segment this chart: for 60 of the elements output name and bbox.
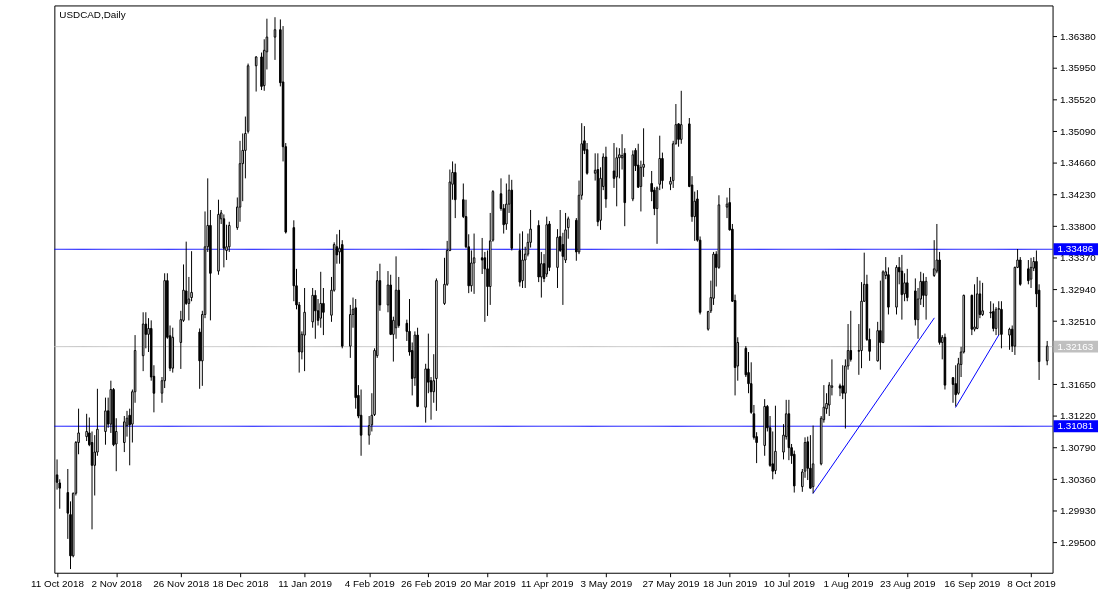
- y-tick-label: 1.32510: [1059, 315, 1097, 327]
- candlestick: [905, 268, 909, 302]
- x-tick-label: 2 Nov 2018: [91, 578, 143, 590]
- candlestick: [1008, 327, 1011, 351]
- candlestick: [303, 287, 306, 372]
- x-tick-label: 20 Mar 2019: [460, 578, 517, 590]
- y-tick-label: 1.36380: [1059, 30, 1097, 42]
- y-tick-label: 1.33800: [1059, 220, 1097, 232]
- x-tick-label: 1 Aug 2019: [823, 578, 875, 590]
- chart-title: USDCAD,Daily: [59, 9, 126, 21]
- candlestick: [273, 16, 277, 61]
- y-tick-label: 1.29500: [1059, 537, 1097, 549]
- y-tick-label: 1.32940: [1059, 283, 1097, 295]
- ref-line-label: 1.31081: [1057, 420, 1094, 432]
- candlestick: [679, 90, 683, 145]
- x-tick-label: 8 Oct 2019: [1007, 578, 1057, 590]
- candlestick: [900, 254, 904, 321]
- ref-line-label: 1.33486: [1057, 243, 1094, 255]
- y-tick-label: 1.34660: [1059, 157, 1097, 169]
- x-tick-label: 3 May 2019: [580, 578, 633, 590]
- y-tick-label: 1.30360: [1059, 473, 1097, 485]
- x-tick-label: 26 Feb 2019: [401, 578, 458, 590]
- x-tick-label: 27 May 2019: [642, 578, 701, 590]
- y-tick-label: 1.29930: [1059, 505, 1097, 517]
- x-tick-label: 16 Sep 2019: [944, 578, 1001, 590]
- candlestick: [123, 415, 126, 453]
- candlestick: [661, 152, 664, 190]
- candlestick: [359, 389, 363, 457]
- y-tick-label: 1.31650: [1059, 378, 1097, 390]
- candlestick: [774, 405, 777, 475]
- candlestick: [841, 364, 844, 400]
- candlestick: [811, 425, 815, 494]
- y-tick-label: 1.33370: [1059, 252, 1097, 264]
- candlestick: [973, 283, 976, 332]
- x-tick-label: 10 Jul 2019: [763, 578, 816, 590]
- candlestick: [924, 276, 928, 321]
- candlestick: [1045, 340, 1049, 366]
- candlestick: [104, 397, 107, 446]
- x-tick-label: 18 Jun 2019: [703, 578, 758, 590]
- y-tick-label: 1.30790: [1059, 442, 1097, 454]
- x-tick-label: 26 Nov 2018: [153, 578, 210, 590]
- candlestick: [254, 55, 258, 93]
- candlestick: [322, 287, 325, 336]
- x-tick-label: 11 Jan 2019: [278, 578, 333, 590]
- candlestick: [615, 146, 618, 207]
- x-tick-label: 18 Dec 2018: [212, 578, 269, 590]
- y-tick-label: 1.31220: [1059, 410, 1097, 422]
- candlestick: [981, 282, 984, 317]
- y-tick-label: 1.35950: [1059, 62, 1097, 74]
- x-tick-label: 23 Aug 2019: [880, 578, 936, 590]
- candlestick: [472, 233, 476, 295]
- candlestick: [1027, 259, 1030, 285]
- x-tick-label: 4 Feb 2019: [344, 578, 396, 590]
- x-tick-label: 11 Oct 2018: [31, 578, 85, 590]
- ref-line-label: 1.32163: [1057, 340, 1094, 352]
- candlestick: [85, 413, 88, 442]
- x-tick-label: 11 Apr 2019: [520, 578, 574, 590]
- y-tick-label: 1.34230: [1059, 189, 1097, 200]
- y-tick-label: 1.35090: [1059, 125, 1097, 137]
- y-tick-label: 1.35520: [1059, 94, 1097, 106]
